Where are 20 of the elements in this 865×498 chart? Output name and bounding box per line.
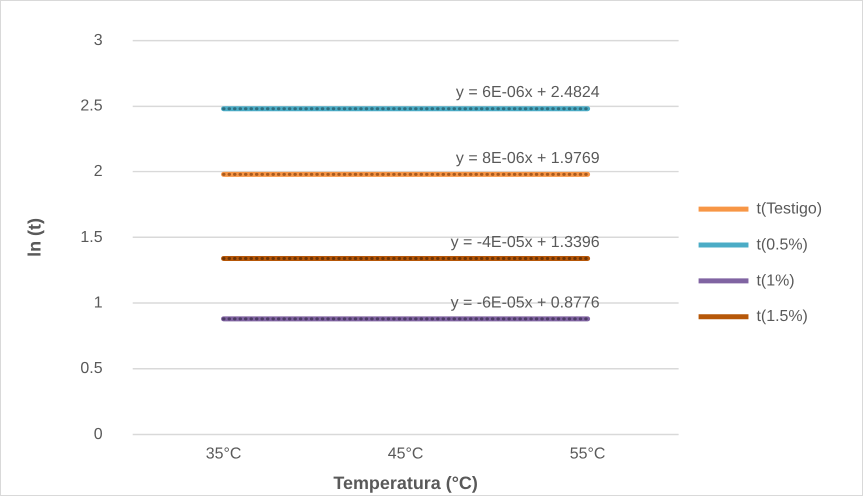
- y-tick-label: 2: [94, 163, 103, 180]
- y-tick-label: 0.5: [80, 360, 103, 378]
- legend-label: t(Testigo): [756, 200, 822, 218]
- x-axis-title: Temperatura (°C): [333, 473, 478, 494]
- x-tick-label: 55°C: [570, 445, 606, 462]
- legend-label: t(1.5%): [756, 308, 808, 326]
- annotation: y = 6E-06x + 2.4824: [456, 84, 600, 102]
- legend-label: t(0.5%): [756, 236, 808, 254]
- legend-label: t(1%): [756, 272, 795, 290]
- x-tick-label: 35°C: [206, 445, 242, 462]
- annotation: y = 8E-06x + 1.9769: [456, 150, 600, 167]
- y-tick-label: 0: [94, 426, 103, 443]
- y-tick-label: 1: [94, 294, 103, 312]
- y-tick-label: 3: [94, 32, 103, 49]
- x-tick-label: 45°C: [388, 445, 424, 462]
- annotation: y = -6E-05x + 0.8776: [450, 294, 600, 312]
- annotation: y = -4E-05x + 1.3396: [450, 234, 600, 251]
- y-axis-title: ln (t): [24, 218, 45, 257]
- y-tick-label: 1.5: [80, 228, 103, 246]
- y-tick-label: 2.5: [80, 98, 103, 114]
